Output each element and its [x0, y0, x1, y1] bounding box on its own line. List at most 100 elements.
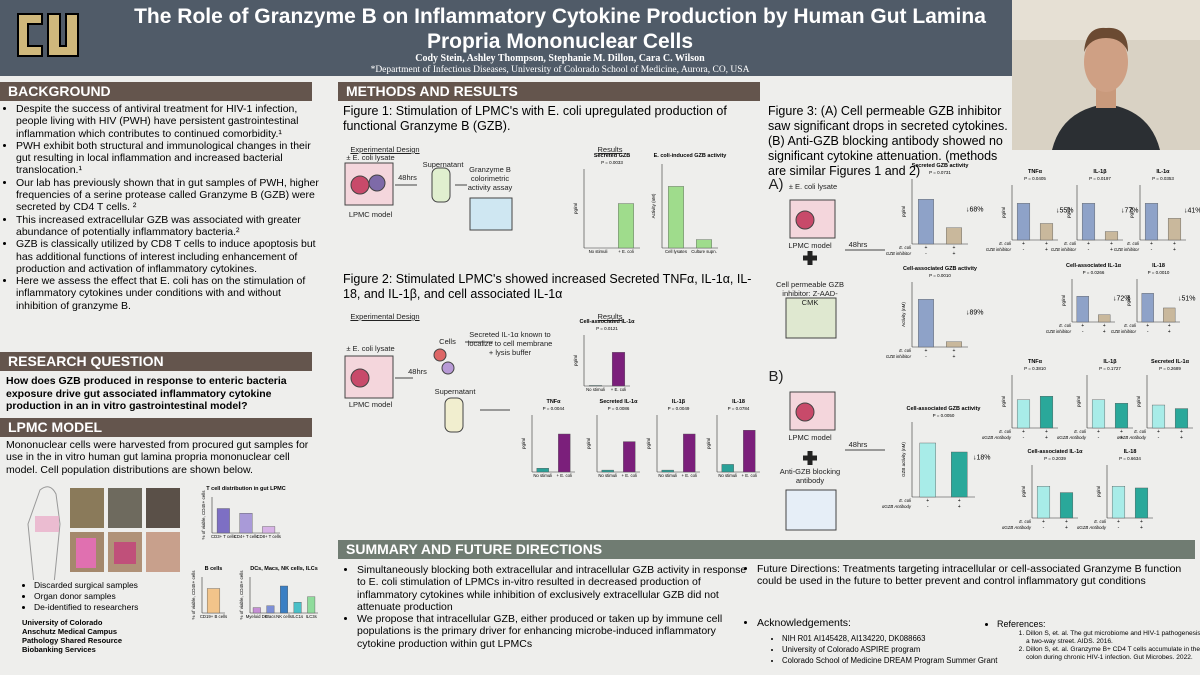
x-tick-label: No stimuli: [589, 249, 608, 254]
sample-list: Discarded surgical samplesOrgan donor sa…: [22, 580, 194, 613]
row-label: E. coli: [1127, 241, 1140, 246]
row-label: E. coli: [1134, 429, 1147, 434]
bar: [601, 469, 614, 473]
row-mark: +: [1103, 329, 1106, 335]
list-item: GZB is classically utilized by CD8 T cel…: [16, 238, 322, 275]
ref-list: Dillon S, et. al. The gut microbiome and…: [1010, 630, 1200, 662]
chart-title: T cell distribution in gut LPMC: [206, 486, 285, 492]
x-tick-label: Macs: [265, 614, 275, 619]
row-label: E. coli: [1064, 241, 1077, 246]
x-tick-label: + E. coli: [742, 473, 757, 478]
chart-title: IL-1α: [1156, 169, 1170, 175]
row-label: GZB inhibitor: [1051, 247, 1077, 252]
bar: [1174, 408, 1189, 429]
chart-title: TNFα: [546, 399, 561, 405]
figure-shapes: [344, 162, 885, 531]
figure-caption: Figure 3: (A) Cell permeable GZB inhibit…: [768, 104, 1008, 178]
y-label: pg/ml: [1001, 207, 1006, 218]
section-heading: METHODS AND RESULTS: [338, 82, 760, 101]
bar: [293, 602, 302, 614]
chart-title: Secreted IL-1α: [600, 399, 639, 405]
chart-title: Secreted GZB activity: [912, 163, 970, 169]
list-item: Dillon S, et. al. Granzyme B+ CD4 T cell…: [1026, 646, 1200, 662]
chart-title: Cell-associated IL-1α: [1066, 263, 1122, 269]
x-tick-label: NK cells: [276, 614, 292, 619]
change-note: ↓55%: [1056, 208, 1074, 215]
chart-title: TNFα: [1028, 169, 1043, 175]
row-mark: -: [1147, 329, 1149, 335]
x-tick-label: CD3+ T cells: [211, 534, 236, 539]
row-mark: +: [1065, 519, 1068, 525]
question: How does GZB produced in response to ent…: [6, 375, 287, 412]
row-mark: +: [1045, 241, 1048, 247]
y-label: Activity (nM): [651, 193, 656, 218]
figure-label: 48hrs: [848, 240, 868, 249]
bar: [721, 464, 734, 473]
bar: [239, 513, 253, 534]
row-label: GZB inhibitor: [1046, 329, 1072, 334]
chart-title: IL-1β: [1103, 359, 1117, 365]
row-label: E. coli: [899, 498, 912, 503]
row-mark: +: [1022, 241, 1025, 247]
y-label: pg/ml: [901, 206, 906, 217]
y-label: % of viable, CD45+ cells: [191, 570, 196, 620]
bar: [280, 585, 288, 614]
figure-label: ± E. coli lysate: [346, 344, 395, 353]
list-item: Despite the success of antiviral treatme…: [16, 103, 322, 140]
row-mark: +: [1173, 241, 1176, 247]
bar: [951, 451, 968, 498]
logo-line: Anschutz Medical Campus: [22, 627, 118, 636]
webcam: [1012, 0, 1200, 150]
row-mark: +: [1103, 323, 1106, 329]
bar: [918, 199, 934, 245]
row-mark: +: [1173, 247, 1176, 253]
p-value: P = 0.0266: [1083, 270, 1105, 275]
p-value: P = 0.0086: [608, 406, 630, 411]
row-mark: -: [1151, 247, 1153, 253]
figure-label: Secreted IL-1α known to localize to cell…: [467, 330, 553, 357]
chart-title: IL-1β: [1093, 169, 1107, 175]
ack-heading-list: Acknowledgements:: [745, 617, 997, 629]
chart-title: B cells: [205, 566, 223, 572]
x-tick-label: Culture supn.: [691, 249, 717, 254]
sample-images: [27, 486, 180, 580]
bar: [946, 227, 962, 245]
ref-heading-list: References:: [985, 619, 1197, 629]
y-label: pg/ml: [1076, 396, 1081, 407]
bar: [1167, 218, 1182, 241]
x-tick-label: + E. coli: [611, 387, 626, 392]
bar: [1104, 231, 1119, 241]
figure-label: Cells: [439, 337, 456, 346]
row-mark: -: [1118, 525, 1120, 531]
p-value: P = 0.0010: [1148, 270, 1170, 275]
y-label: pg/ml: [1001, 396, 1006, 407]
figure-label: Supernatant: [434, 387, 476, 396]
figure-label: 48hrs: [408, 367, 427, 376]
lpmc-text: Mononuclear cells were harvested from pr…: [6, 439, 309, 476]
change-note: ↓72%: [1113, 296, 1131, 303]
y-label: Activity (nM): [901, 302, 906, 327]
figure-label: Results: [597, 312, 623, 321]
bar: [588, 385, 603, 387]
row-mark: -: [927, 504, 929, 510]
change-note: ↓41%: [1184, 208, 1200, 215]
change-note: ↓89%: [966, 310, 984, 317]
bar: [1134, 487, 1149, 519]
header: [0, 0, 1012, 76]
p-value: P = 0.0197: [1089, 176, 1111, 181]
x-tick-label: + E. coli: [618, 249, 633, 254]
bar: [216, 508, 230, 534]
list-item: De-identified to researchers: [34, 602, 194, 613]
bar: [1059, 492, 1074, 519]
row-mark: +: [1180, 435, 1183, 441]
x-tick-label: No stimuli: [598, 473, 617, 478]
figure-label: B): [768, 368, 784, 385]
row-label: αGZB Antibody: [1077, 525, 1107, 530]
row-mark: -: [1098, 435, 1100, 441]
row-mark: +: [953, 245, 956, 251]
row-mark: +: [1180, 429, 1183, 435]
bar: [536, 468, 549, 473]
p-value: P = 0.0405: [1024, 176, 1046, 181]
bar: [618, 203, 634, 249]
